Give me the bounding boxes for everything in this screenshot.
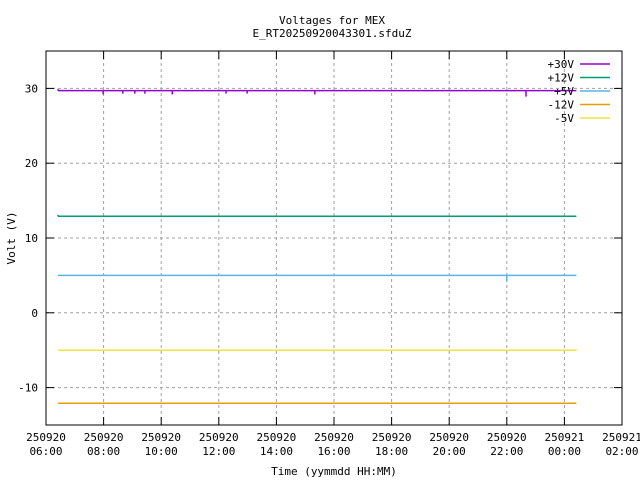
x-tick-time: 10:00 [145, 445, 178, 458]
y-tick-label: 20 [25, 157, 38, 170]
x-tick-date: 250921 [602, 431, 640, 444]
legend-label: -5V [554, 112, 574, 125]
x-tick-date: 250920 [199, 431, 239, 444]
legend-label: +30V [548, 58, 575, 71]
chart-title: Voltages for MEX [279, 14, 385, 27]
x-tick-date: 250920 [257, 431, 297, 444]
x-tick-date: 250920 [141, 431, 181, 444]
x-tick-time: 06:00 [29, 445, 62, 458]
x-axis-label: Time (yymmdd HH:MM) [271, 465, 397, 478]
x-tick-time: 08:00 [87, 445, 120, 458]
x-tick-time: 20:00 [433, 445, 466, 458]
x-tick-time: 12:00 [202, 445, 235, 458]
y-tick-label: -10 [18, 382, 38, 395]
x-tick-date: 250920 [487, 431, 527, 444]
x-tick-time: 18:00 [375, 445, 408, 458]
legend-label: +12V [548, 72, 575, 85]
y-axis-label: Volt (V) [5, 212, 18, 265]
x-tick-date: 250920 [84, 431, 124, 444]
x-tick-time: 00:00 [548, 445, 581, 458]
legend-label: +5V [554, 85, 574, 98]
y-tick-label: 0 [31, 307, 38, 320]
legend-label: -12V [548, 99, 575, 112]
chart-subtitle: E_RT20250920043301.sfduZ [253, 27, 412, 40]
x-tick-time: 02:00 [605, 445, 638, 458]
y-tick-label: 30 [25, 82, 38, 95]
x-tick-date: 250920 [26, 431, 66, 444]
x-tick-date: 250920 [372, 431, 412, 444]
y-tick-label: 10 [25, 232, 38, 245]
x-tick-date: 250920 [314, 431, 354, 444]
x-tick-time: 22:00 [490, 445, 523, 458]
x-tick-date: 250920 [429, 431, 469, 444]
x-tick-time: 16:00 [317, 445, 350, 458]
x-tick-time: 14:00 [260, 445, 293, 458]
x-tick-date: 250921 [545, 431, 585, 444]
